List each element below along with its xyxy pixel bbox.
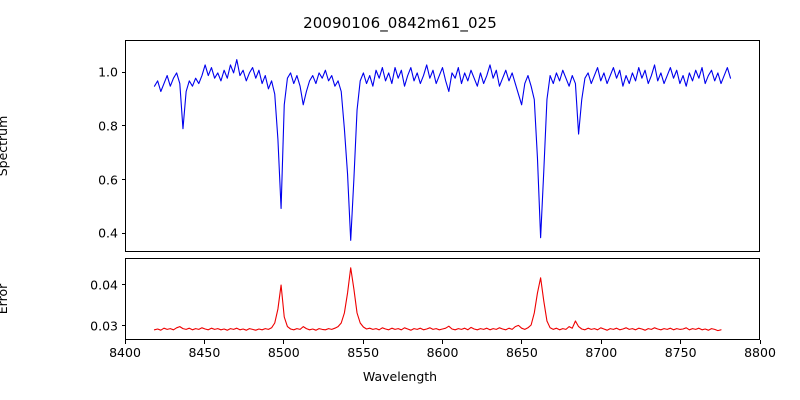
x-tick-label: 8550 [347, 345, 380, 360]
error-ytick [121, 284, 125, 286]
figure-title: 20090106_0842m61_025 [303, 14, 497, 32]
spectrum-ytick-label: 0.4 [98, 225, 118, 241]
spectrum-ytick [121, 125, 125, 127]
spectrum-ytick-label: 1.0 [98, 64, 118, 80]
x-tick [442, 340, 444, 344]
x-tick [521, 340, 523, 344]
error-plot-area [125, 258, 760, 340]
x-tick [680, 340, 682, 344]
x-tick [203, 340, 205, 344]
x-tick-label: 8700 [585, 345, 618, 360]
spectrum-ytick [121, 179, 125, 181]
spectrum-plot-area [125, 40, 760, 252]
spectrum-ytick-label: 0.8 [98, 118, 118, 134]
spectrum-ytick [121, 232, 125, 234]
x-tick [362, 340, 364, 344]
x-axis-label: Wavelength [362, 369, 438, 384]
x-tick [283, 340, 285, 344]
error-y-axis-label: Error [0, 283, 10, 315]
x-tick [600, 340, 602, 344]
x-tick-label: 8450 [188, 345, 221, 360]
x-tick-label: 8800 [744, 345, 776, 360]
spectrum-ytick [121, 71, 125, 73]
spectrum-line-series [126, 41, 759, 251]
error-line-series [126, 259, 759, 339]
x-tick-label: 8750 [664, 345, 697, 360]
spectrum-y-axis-label: Spectrum [0, 115, 10, 177]
x-tick-label: 8600 [426, 345, 459, 360]
error-ytick-label: 0.03 [90, 318, 118, 334]
spectrum-ytick-label: 0.6 [98, 172, 118, 188]
error-ytick [121, 325, 125, 327]
x-tick [759, 340, 761, 344]
error-ytick-label: 0.04 [90, 277, 118, 293]
x-tick-label: 8500 [267, 345, 300, 360]
x-tick-label: 8650 [505, 345, 538, 360]
x-tick [124, 340, 126, 344]
x-tick-label: 8400 [109, 345, 141, 360]
